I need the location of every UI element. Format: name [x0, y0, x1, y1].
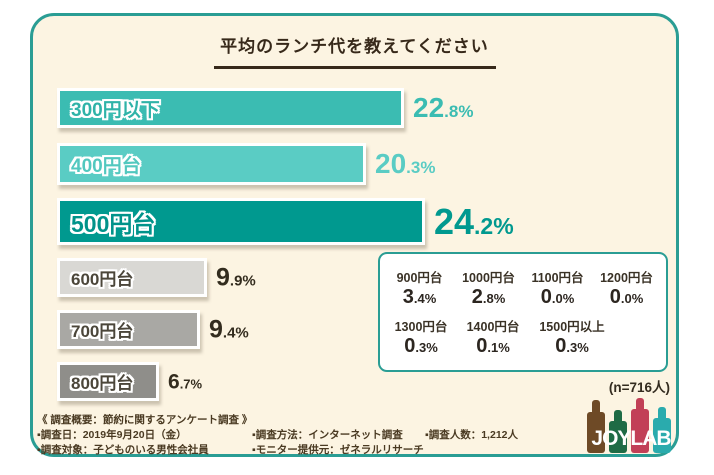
bar-value: 9.9% [216, 263, 256, 291]
bar: 700円台 [57, 310, 200, 349]
others-item-label: 1200円台 [600, 270, 653, 285]
others-item-label: 900円台 [396, 270, 443, 285]
bottle-icon [614, 410, 622, 425]
title-underline [213, 66, 496, 69]
bar: 600円台 [57, 258, 207, 297]
others-item-value: 2.8% [471, 285, 506, 308]
bar: 500円台 [57, 198, 425, 245]
others-item-label: 1300円台 [394, 320, 448, 335]
bar: 800円台 [57, 362, 159, 401]
bar-label: 300円以下 [71, 99, 160, 121]
others-item: 1500円以上 0.3% [530, 316, 614, 357]
others-row: 1300円台 0.3% 1400円台 0.1% 1500円以上 0.3% [386, 316, 660, 357]
bar-label: 800円台 [71, 374, 134, 393]
bottle-icon [609, 421, 627, 453]
bottle-icon [653, 418, 671, 453]
bar-value: 6.7% [168, 370, 203, 393]
survey-note-details: ▪調査日：2019年9月20日（金） ▪調査方法：インターネット調査 ▪調査人数：1… [37, 428, 518, 458]
others-item-label: 1000円台 [462, 270, 515, 285]
others-item-value: 3.4% [402, 285, 437, 308]
others-item-label: 1500円以上 [539, 320, 605, 335]
survey-note-item: ▪調査方法：インターネット調査 [252, 428, 403, 441]
bottle-icon [636, 398, 644, 413]
joylab-logo-text: JOYLAB [591, 427, 671, 450]
bar-label: 500円台 [71, 210, 156, 237]
bar-label: 400円台 [71, 155, 141, 177]
others-item-value: 0.1% [476, 335, 510, 358]
bar: 400円台 [57, 143, 366, 185]
bottle-icon [631, 409, 649, 453]
others-values-box: 900円台 3.4% 1000円台 2.8% 1100円台 0.0% 1200円台 0.0% 1… [378, 252, 668, 372]
others-row: 900円台 3.4% 1000円台 2.8% 1100円台 0.0% 1200円台 0.0% [386, 267, 660, 308]
bar-value: 20.3% [375, 148, 436, 179]
others-item: 1100円台 0.0% [524, 267, 591, 308]
page-title: 平均のランチ代を教えてください [220, 37, 489, 56]
others-item-label: 1400円台 [466, 320, 520, 335]
bar-label: 600円台 [71, 270, 134, 289]
bar-value: 9.4% [209, 315, 249, 343]
others-item: 1200円台 0.0% [593, 267, 660, 308]
survey-note: 《 調査概要：節約に関するアンケート調査 》 ▪調査日：2019年9月20日（金… [37, 413, 518, 458]
title-block: 平均のランチ代を教えてください [30, 32, 679, 69]
bottle-icon [658, 407, 666, 422]
others-item: 1300円台 0.3% [386, 316, 456, 357]
bottle-icons [587, 398, 671, 453]
others-item-label: 1100円台 [531, 270, 584, 285]
joylab-logo: JOYLAB [587, 398, 672, 453]
bar-label: 700円台 [71, 322, 134, 341]
bar-value: 24.2% [434, 200, 514, 242]
others-item-value: 0.3% [555, 335, 589, 358]
sample-size-note: (n=716人) [608, 380, 670, 395]
others-item: 1400円台 0.1% [458, 316, 528, 357]
others-item: 1000円台 2.8% [455, 267, 522, 308]
bottle-icon [592, 400, 600, 416]
others-item: 900円台 3.4% [386, 267, 453, 308]
survey-note-item: ▪調査日：2019年9月20日（金） [37, 428, 187, 441]
survey-note-item: ▪モニター提供元：ゼネラルリサーチ [252, 443, 424, 456]
bar-value: 22.8% [413, 92, 474, 123]
survey-note-heading: 《 調査概要：節約に関するアンケート調査 》 [37, 414, 253, 426]
others-item-value: 0.3% [404, 335, 438, 358]
survey-note-item: ▪調査人数：1,212人 [425, 428, 518, 441]
bottle-icon [587, 412, 605, 453]
bar: 300円以下 [57, 88, 404, 128]
others-item-value: 0.0% [540, 285, 575, 308]
others-item-value: 0.0% [609, 285, 644, 308]
survey-note-item: ▪調査対象：子どものいる男性会社員 [37, 443, 209, 456]
